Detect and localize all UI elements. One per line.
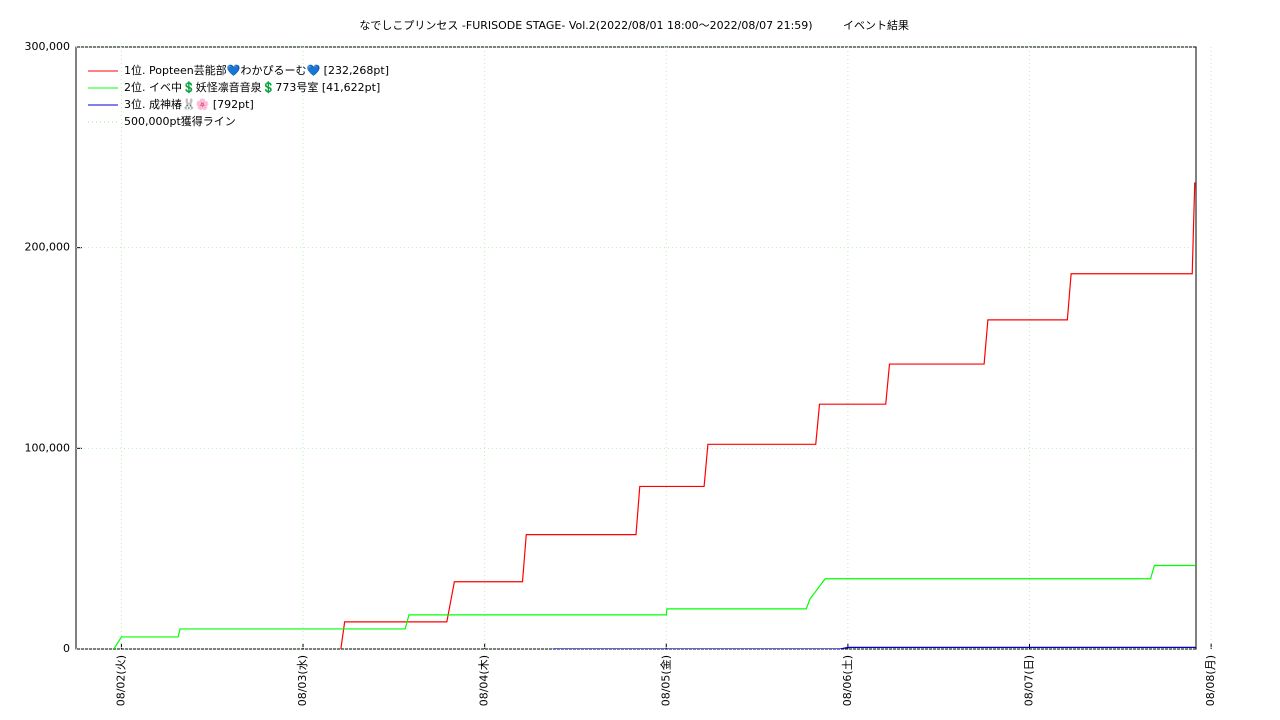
legend-label: 500,000pt獲得ライン (124, 115, 236, 128)
y-tick-label: 300,000 (25, 40, 71, 53)
chart-subtitle: イベント結果 (843, 18, 909, 32)
plot-area (113, 182, 1196, 649)
legend-label: 3位. 成神椿🐰🌸 [792pt] (124, 97, 254, 111)
x-tick-label: 08/07(日) (1023, 655, 1036, 706)
series-line (552, 646, 1196, 649)
y-tick-label: 200,000 (25, 241, 71, 254)
legend-label: 2位. イベ中💲妖怪凛音音泉💲773号室 [41,622pt] (124, 80, 380, 94)
x-tick-label: 08/08(月) (1204, 655, 1217, 706)
x-tick-label: 08/04(木) (478, 655, 491, 706)
x-tick-label: 08/05(金) (658, 655, 672, 706)
x-tick-label: 08/06(土) (841, 655, 854, 706)
y-tick-label: 0 (63, 642, 70, 655)
legend-label: 1位. Popteen芸能部💙わかぴるーむ💙 [232,268pt] (124, 63, 389, 77)
series-line (340, 182, 1196, 649)
y-tick-label: 100,000 (25, 441, 71, 454)
x-tick-label: 08/03(水) (296, 655, 309, 706)
plot-frame (75, 46, 1197, 650)
chart-title: なでしこプリンセス -FURISODE STAGE- Vol.2(2022/08… (359, 19, 812, 32)
x-tick-label: 08/02(火) (114, 655, 127, 706)
series-line (113, 564, 1196, 649)
